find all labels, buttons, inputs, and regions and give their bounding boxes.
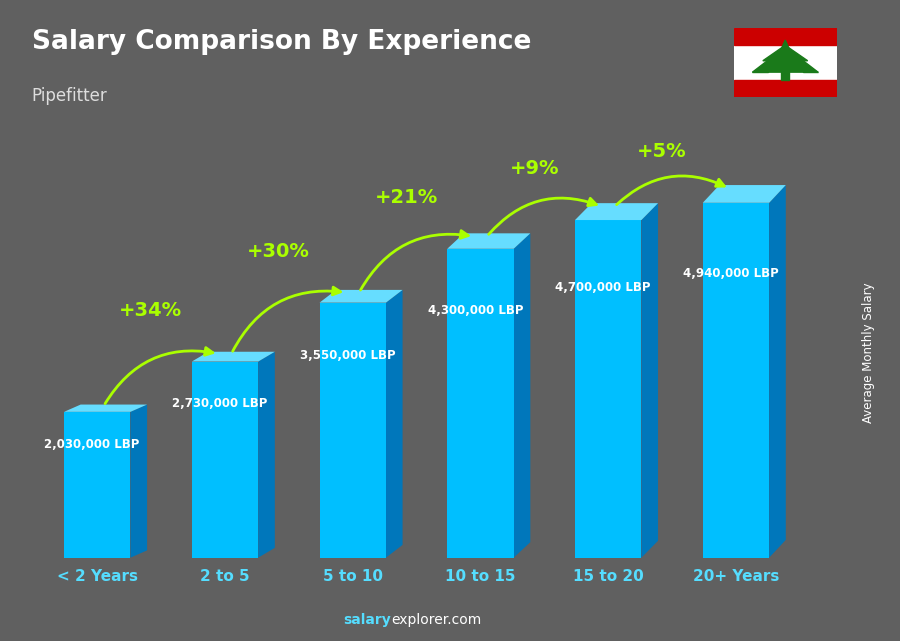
Polygon shape (703, 203, 770, 558)
Text: Pipefitter: Pipefitter (32, 87, 107, 104)
Polygon shape (447, 249, 514, 558)
Polygon shape (447, 233, 530, 249)
Polygon shape (130, 404, 147, 558)
Text: Average Monthly Salary: Average Monthly Salary (862, 282, 875, 423)
Polygon shape (258, 352, 274, 558)
Text: 2,030,000 LBP: 2,030,000 LBP (44, 438, 140, 451)
Text: 4,300,000 LBP: 4,300,000 LBP (428, 304, 523, 317)
Polygon shape (64, 404, 147, 412)
Polygon shape (752, 47, 818, 72)
Text: +21%: +21% (374, 188, 438, 207)
Text: 4,700,000 LBP: 4,700,000 LBP (555, 281, 651, 294)
Polygon shape (64, 412, 130, 558)
Polygon shape (770, 185, 786, 558)
Polygon shape (763, 46, 807, 61)
Text: 4,940,000 LBP: 4,940,000 LBP (683, 267, 778, 279)
Polygon shape (575, 203, 658, 220)
Polygon shape (192, 352, 274, 362)
Polygon shape (575, 220, 642, 558)
Text: Salary Comparison By Experience: Salary Comparison By Experience (32, 29, 531, 55)
Text: +34%: +34% (120, 301, 183, 320)
Polygon shape (320, 290, 402, 303)
Polygon shape (703, 185, 786, 203)
Text: +9%: +9% (509, 160, 559, 178)
Polygon shape (642, 203, 658, 558)
Polygon shape (320, 303, 386, 558)
Polygon shape (386, 290, 402, 558)
Polygon shape (752, 66, 768, 72)
Text: explorer.com: explorer.com (392, 613, 482, 627)
Polygon shape (781, 40, 789, 49)
Text: salary: salary (344, 613, 392, 627)
Bar (734, 28, 837, 46)
Text: 2,730,000 LBP: 2,730,000 LBP (172, 397, 267, 410)
Text: +5%: +5% (637, 142, 687, 161)
Polygon shape (781, 72, 789, 79)
Text: 3,550,000 LBP: 3,550,000 LBP (300, 349, 395, 362)
Polygon shape (514, 233, 530, 558)
Text: +30%: +30% (248, 242, 310, 261)
Polygon shape (803, 66, 818, 72)
Polygon shape (192, 362, 258, 558)
Bar (734, 79, 837, 97)
